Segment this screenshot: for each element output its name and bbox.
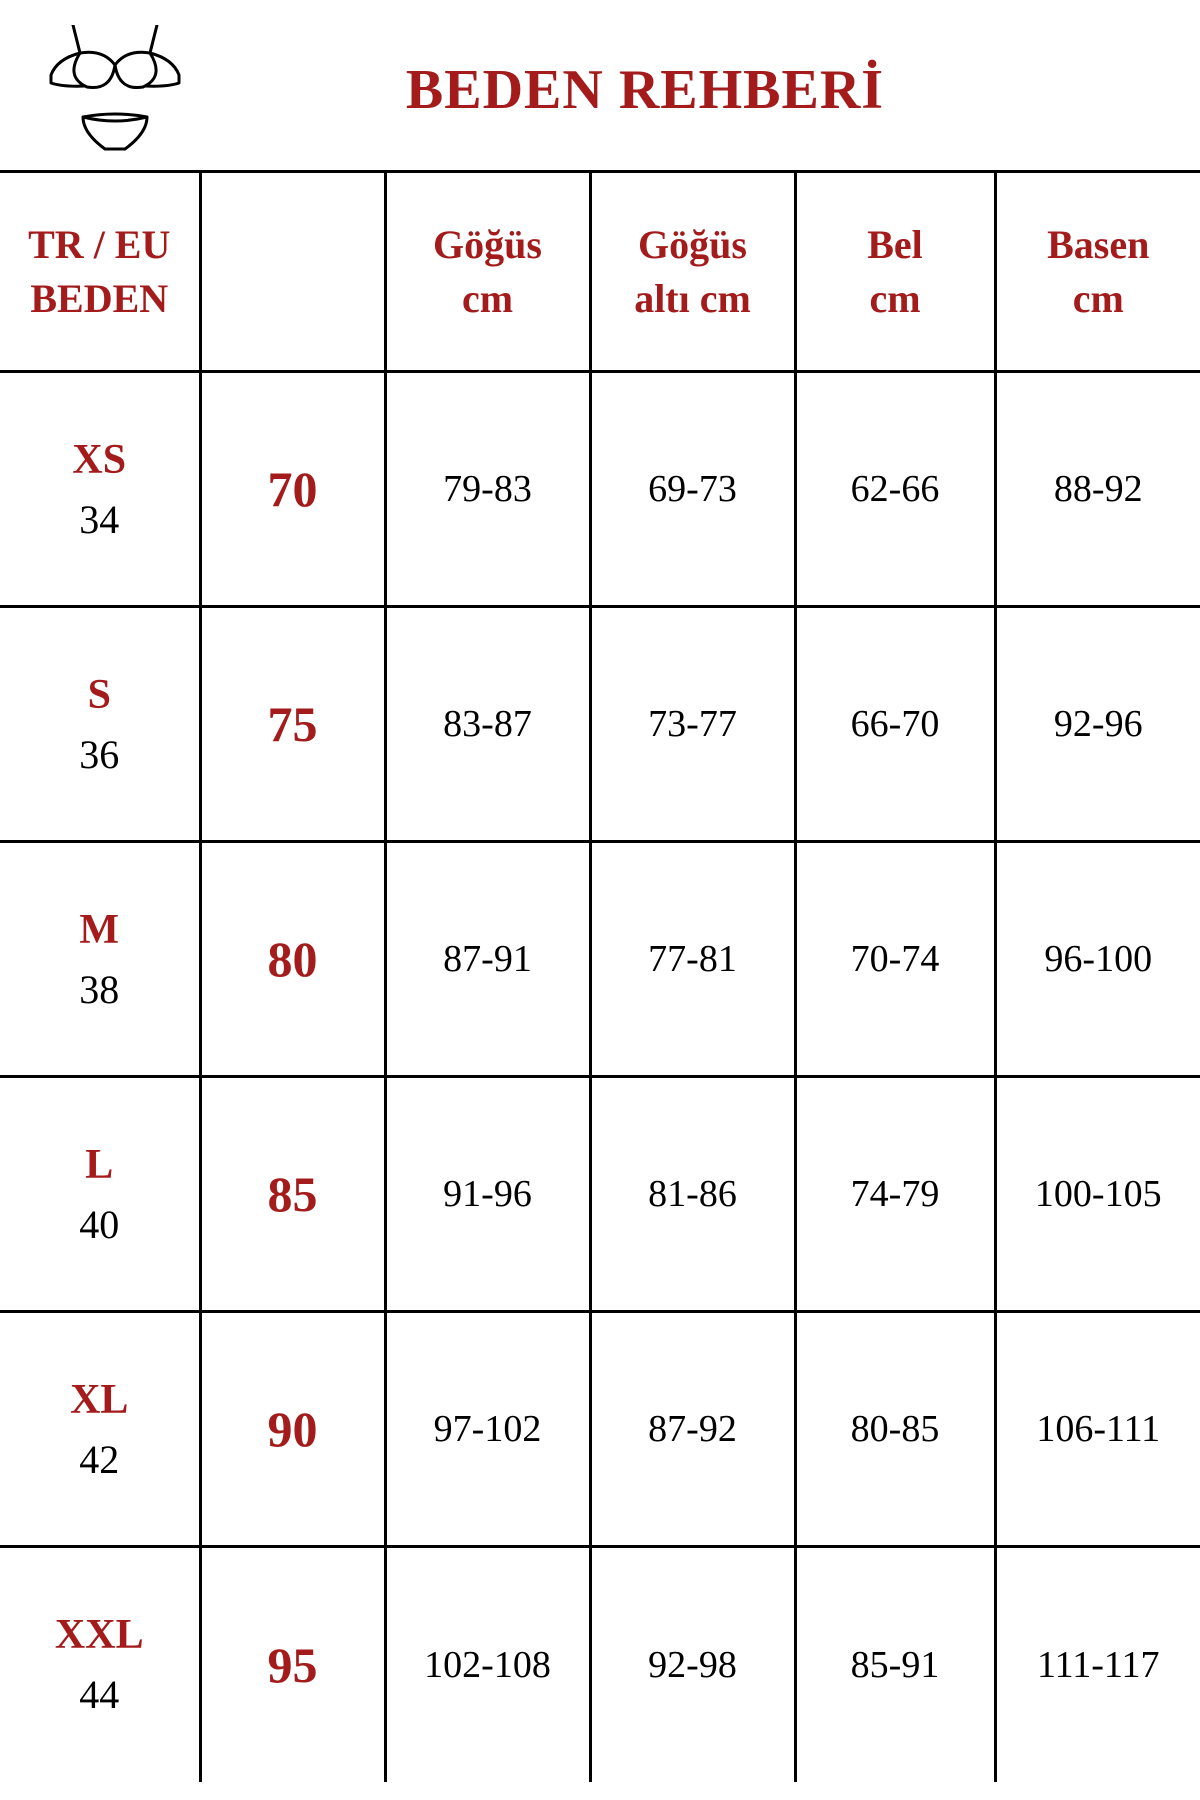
cell-bust: 79-83 — [385, 372, 590, 607]
size-number: 38 — [6, 966, 193, 1013]
size-letter: M — [6, 906, 193, 954]
cell-under: 69-73 — [590, 372, 795, 607]
cell-size: XXL 44 — [0, 1547, 200, 1782]
cell-under: 81-86 — [590, 1077, 795, 1312]
col-header-hip: Basencm — [995, 172, 1200, 372]
cell-waist: 85-91 — [795, 1547, 995, 1782]
col-header-bust: Göğüscm — [385, 172, 590, 372]
table-header-row: TR / EUBEDEN Göğüscm Göğüsaltı cm Belcm … — [0, 172, 1200, 372]
cell-under: 73-77 — [590, 607, 795, 842]
cell-bust: 97-102 — [385, 1312, 590, 1547]
table-row: L 408591-9681-8674-79100-105 — [0, 1077, 1200, 1312]
cell-waist: 62-66 — [795, 372, 995, 607]
cell-hip: 96-100 — [995, 842, 1200, 1077]
cell-band: 85 — [200, 1077, 385, 1312]
table-row: XL 429097-10287-9280-85106-111 — [0, 1312, 1200, 1547]
table-row: XS 347079-8369-7362-6688-92 — [0, 372, 1200, 607]
cell-waist: 80-85 — [795, 1312, 995, 1547]
cell-under: 92-98 — [590, 1547, 795, 1782]
cell-hip: 111-117 — [995, 1547, 1200, 1782]
cell-size: XS 34 — [0, 372, 200, 607]
cell-waist: 66-70 — [795, 607, 995, 842]
table-body: XS 347079-8369-7362-6688-92 S 367583-8773-7… — [0, 372, 1200, 1782]
cell-bust: 102-108 — [385, 1547, 590, 1782]
cell-size: S 36 — [0, 607, 200, 842]
cell-under: 77-81 — [590, 842, 795, 1077]
cell-band: 90 — [200, 1312, 385, 1547]
size-letter: XXL — [6, 1611, 193, 1659]
page-title: BEDEN REHBERİ — [200, 58, 1170, 122]
cell-band: 80 — [200, 842, 385, 1077]
cell-hip: 88-92 — [995, 372, 1200, 607]
cell-size: L 40 — [0, 1077, 200, 1312]
cell-under: 87-92 — [590, 1312, 795, 1547]
cell-waist: 70-74 — [795, 842, 995, 1077]
col-header-waist: Belcm — [795, 172, 995, 372]
size-guide-page: BEDEN REHBERİ TR / EUBEDEN Göğüscm Göğüs… — [0, 0, 1200, 1782]
size-table: TR / EUBEDEN Göğüscm Göğüsaltı cm Belcm … — [0, 170, 1200, 1782]
table-row: M 388087-9177-8170-7496-100 — [0, 842, 1200, 1077]
header: BEDEN REHBERİ — [0, 0, 1200, 170]
size-letter: XL — [6, 1376, 193, 1424]
lingerie-set-icon — [30, 25, 200, 155]
cell-size: M 38 — [0, 842, 200, 1077]
size-number: 36 — [6, 731, 193, 778]
cell-bust: 87-91 — [385, 842, 590, 1077]
cell-hip: 100-105 — [995, 1077, 1200, 1312]
cell-size: XL 42 — [0, 1312, 200, 1547]
size-number: 42 — [6, 1436, 193, 1483]
size-number: 40 — [6, 1201, 193, 1248]
size-letter: S — [6, 671, 193, 719]
size-number: 34 — [6, 496, 193, 543]
size-letter: L — [6, 1141, 193, 1189]
cell-band: 75 — [200, 607, 385, 842]
cell-hip: 92-96 — [995, 607, 1200, 842]
table-row: XXL 4495102-10892-9885-91111-117 — [0, 1547, 1200, 1782]
size-letter: XS — [6, 436, 193, 484]
cell-hip: 106-111 — [995, 1312, 1200, 1547]
cell-waist: 74-79 — [795, 1077, 995, 1312]
cell-bust: 83-87 — [385, 607, 590, 842]
cell-bust: 91-96 — [385, 1077, 590, 1312]
col-header-size: TR / EUBEDEN — [0, 172, 200, 372]
size-number: 44 — [6, 1671, 193, 1718]
table-row: S 367583-8773-7766-7092-96 — [0, 607, 1200, 842]
cell-band: 70 — [200, 372, 385, 607]
col-header-under: Göğüsaltı cm — [590, 172, 795, 372]
cell-band: 95 — [200, 1547, 385, 1782]
col-header-band — [200, 172, 385, 372]
